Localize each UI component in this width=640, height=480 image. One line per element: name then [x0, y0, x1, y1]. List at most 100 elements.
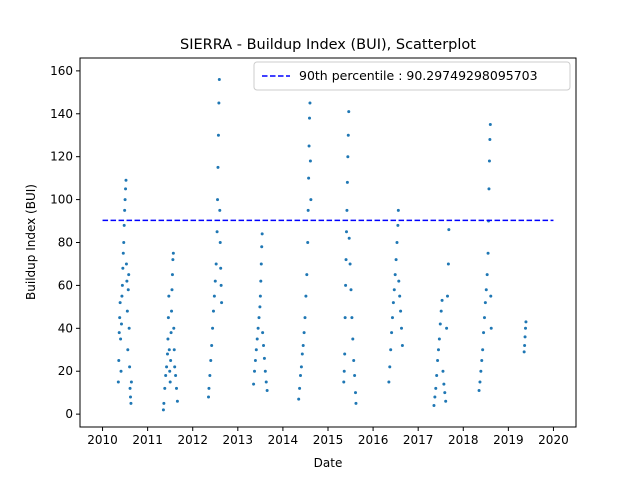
data-point — [523, 335, 527, 339]
data-point — [172, 326, 176, 330]
data-point — [300, 352, 304, 356]
data-point — [174, 386, 178, 390]
data-point — [440, 298, 444, 302]
x-tick-label: 2018 — [448, 433, 479, 447]
data-point — [128, 386, 132, 390]
legend-box — [253, 61, 571, 91]
data-point — [307, 176, 311, 180]
data-point — [442, 382, 446, 386]
data-point — [477, 389, 481, 393]
data-point — [165, 352, 169, 356]
data-point — [173, 365, 177, 369]
data-point — [397, 279, 401, 283]
data-point — [209, 358, 213, 362]
data-point — [217, 101, 221, 105]
x-axis-label: Date — [314, 456, 343, 470]
data-point — [398, 294, 402, 298]
data-point — [487, 159, 491, 163]
data-point — [443, 391, 447, 395]
data-point — [210, 343, 214, 347]
data-point — [120, 283, 124, 287]
data-point — [345, 208, 349, 212]
plot-frame — [79, 57, 577, 428]
data-point — [119, 322, 123, 326]
data-point — [342, 369, 346, 373]
data-point — [117, 331, 121, 335]
data-point — [125, 309, 129, 313]
data-point — [208, 374, 212, 378]
data-point — [123, 198, 127, 202]
data-point — [347, 110, 351, 114]
data-point — [298, 374, 302, 378]
y-tick-label: 60 — [58, 278, 73, 292]
x-tick-label: 2014 — [268, 433, 299, 447]
x-tick-label: 2010 — [87, 433, 118, 447]
data-point — [308, 101, 312, 105]
data-point — [124, 262, 128, 266]
data-point — [437, 337, 441, 341]
data-point — [484, 288, 488, 292]
data-point — [344, 283, 348, 287]
data-point — [207, 386, 211, 390]
data-point — [257, 316, 261, 320]
data-point — [432, 404, 436, 408]
data-point — [217, 77, 221, 81]
data-point — [306, 241, 310, 244]
data-point — [129, 401, 133, 405]
data-point — [479, 369, 483, 373]
x-tick-label: 2017 — [403, 433, 434, 447]
data-point — [122, 223, 126, 227]
data-point — [441, 369, 445, 373]
data-point — [218, 241, 222, 244]
data-point — [489, 326, 493, 330]
data-point — [162, 401, 166, 405]
data-point — [262, 343, 266, 347]
data-point — [391, 301, 395, 305]
data-point — [439, 309, 443, 313]
data-point — [387, 380, 391, 384]
data-point — [261, 331, 265, 335]
data-point — [482, 331, 486, 335]
data-point — [265, 389, 269, 393]
data-point — [392, 288, 396, 292]
data-point — [400, 326, 403, 330]
data-point — [219, 266, 223, 270]
y-axis-label: Buildup Index (BUI) — [24, 184, 38, 300]
data-point — [260, 232, 264, 236]
data-point — [489, 294, 493, 298]
data-point — [298, 386, 302, 390]
data-point — [445, 294, 449, 298]
data-point — [346, 133, 350, 137]
data-point — [488, 138, 492, 142]
data-point — [215, 230, 219, 234]
data-point — [302, 331, 306, 335]
data-point — [172, 348, 176, 352]
data-point — [258, 305, 262, 309]
data-point — [446, 262, 450, 266]
data-point — [214, 262, 218, 266]
data-point — [164, 374, 168, 378]
data-point — [487, 187, 491, 191]
data-point — [297, 397, 301, 401]
data-point — [262, 356, 266, 360]
y-tick-label: 20 — [58, 364, 73, 378]
y-axis-ticks: 0 20 40 60 80 100 120 140 160 — [50, 64, 80, 421]
data-point — [399, 309, 403, 313]
y-tick-label: 100 — [50, 193, 73, 207]
y-tick-label: 0 — [65, 407, 73, 421]
data-point — [264, 380, 268, 384]
x-tick-label: 2012 — [177, 433, 208, 447]
data-point — [170, 273, 174, 277]
data-point — [218, 208, 222, 212]
data-point — [393, 273, 397, 277]
data-point — [165, 365, 169, 369]
data-point — [174, 374, 178, 378]
data-point — [122, 241, 126, 244]
data-point — [252, 382, 256, 386]
data-point — [169, 358, 173, 362]
data-point — [127, 326, 131, 330]
data-point — [124, 178, 128, 182]
data-point — [207, 395, 211, 399]
data-point — [253, 358, 257, 362]
data-point — [482, 316, 486, 320]
